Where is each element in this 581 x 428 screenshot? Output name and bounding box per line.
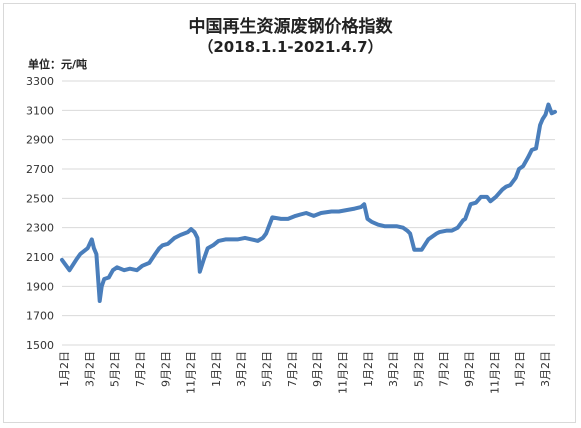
x-tick-label: 9月2日: [311, 351, 324, 387]
x-tick-label: 9月2日: [463, 351, 476, 387]
series-lines: [60, 102, 557, 303]
y-tick-label: 2100: [26, 251, 54, 264]
x-tick-label: 5月2日: [261, 351, 274, 387]
x-tick-label: 3月2日: [387, 351, 400, 387]
x-tick-labels: 1月2日 3月2日 5月2日 7月2日 9月2日 11月2日 1月2日 3月2日 5月2日 7月2…: [58, 351, 552, 394]
x-tick-label: 7月2日: [438, 351, 451, 387]
x-tick-label: 9月2日: [159, 351, 172, 387]
chart-subtitle: （2018.1.1-2021.4.7）: [198, 38, 383, 56]
y-tick-label: 1700: [26, 310, 54, 323]
x-tick-label: 3月2日: [539, 351, 552, 387]
x-tick-label: 3月2日: [83, 351, 96, 387]
x-tick-label: 7月2日: [134, 351, 147, 387]
x-tick-label: 5月2日: [412, 351, 425, 387]
chart-title: 中国再生资源废钢价格指数: [188, 17, 393, 37]
y-tick-label: 2700: [26, 163, 54, 176]
y-tick-label: 2900: [26, 134, 54, 147]
y-tick-labels: 1500 1700 1900 2100 2300 2500 2700 2900 3100 3300: [26, 75, 54, 352]
y-axis-unit-label: 单位：元/吨: [28, 58, 88, 71]
x-tick-label: 1月2日: [210, 351, 223, 387]
x-tick-label: 1月2日: [362, 351, 375, 387]
x-tick-label: 1月2日: [58, 351, 71, 387]
y-tick-label: 3100: [26, 104, 54, 117]
x-tick-label: 3月2日: [235, 351, 248, 387]
y-tick-label: 3300: [26, 75, 54, 88]
x-tick-label: 11月2日: [488, 351, 501, 394]
x-tick-label: 11月2日: [185, 351, 198, 394]
series-line-0: [60, 102, 557, 303]
x-tick-label: 7月2日: [286, 351, 299, 387]
y-tick-label: 1500: [26, 339, 54, 352]
gridlines: [62, 80, 555, 346]
x-tick-label: 5月2日: [109, 351, 122, 387]
y-tick-label: 2300: [26, 222, 54, 235]
chart-frame: [3, 3, 576, 423]
y-tick-label: 1900: [26, 280, 54, 293]
y-tick-label: 2500: [26, 192, 54, 205]
x-tick-label: 11月2日: [336, 351, 349, 394]
x-tick-label: 1月2日: [514, 351, 527, 387]
